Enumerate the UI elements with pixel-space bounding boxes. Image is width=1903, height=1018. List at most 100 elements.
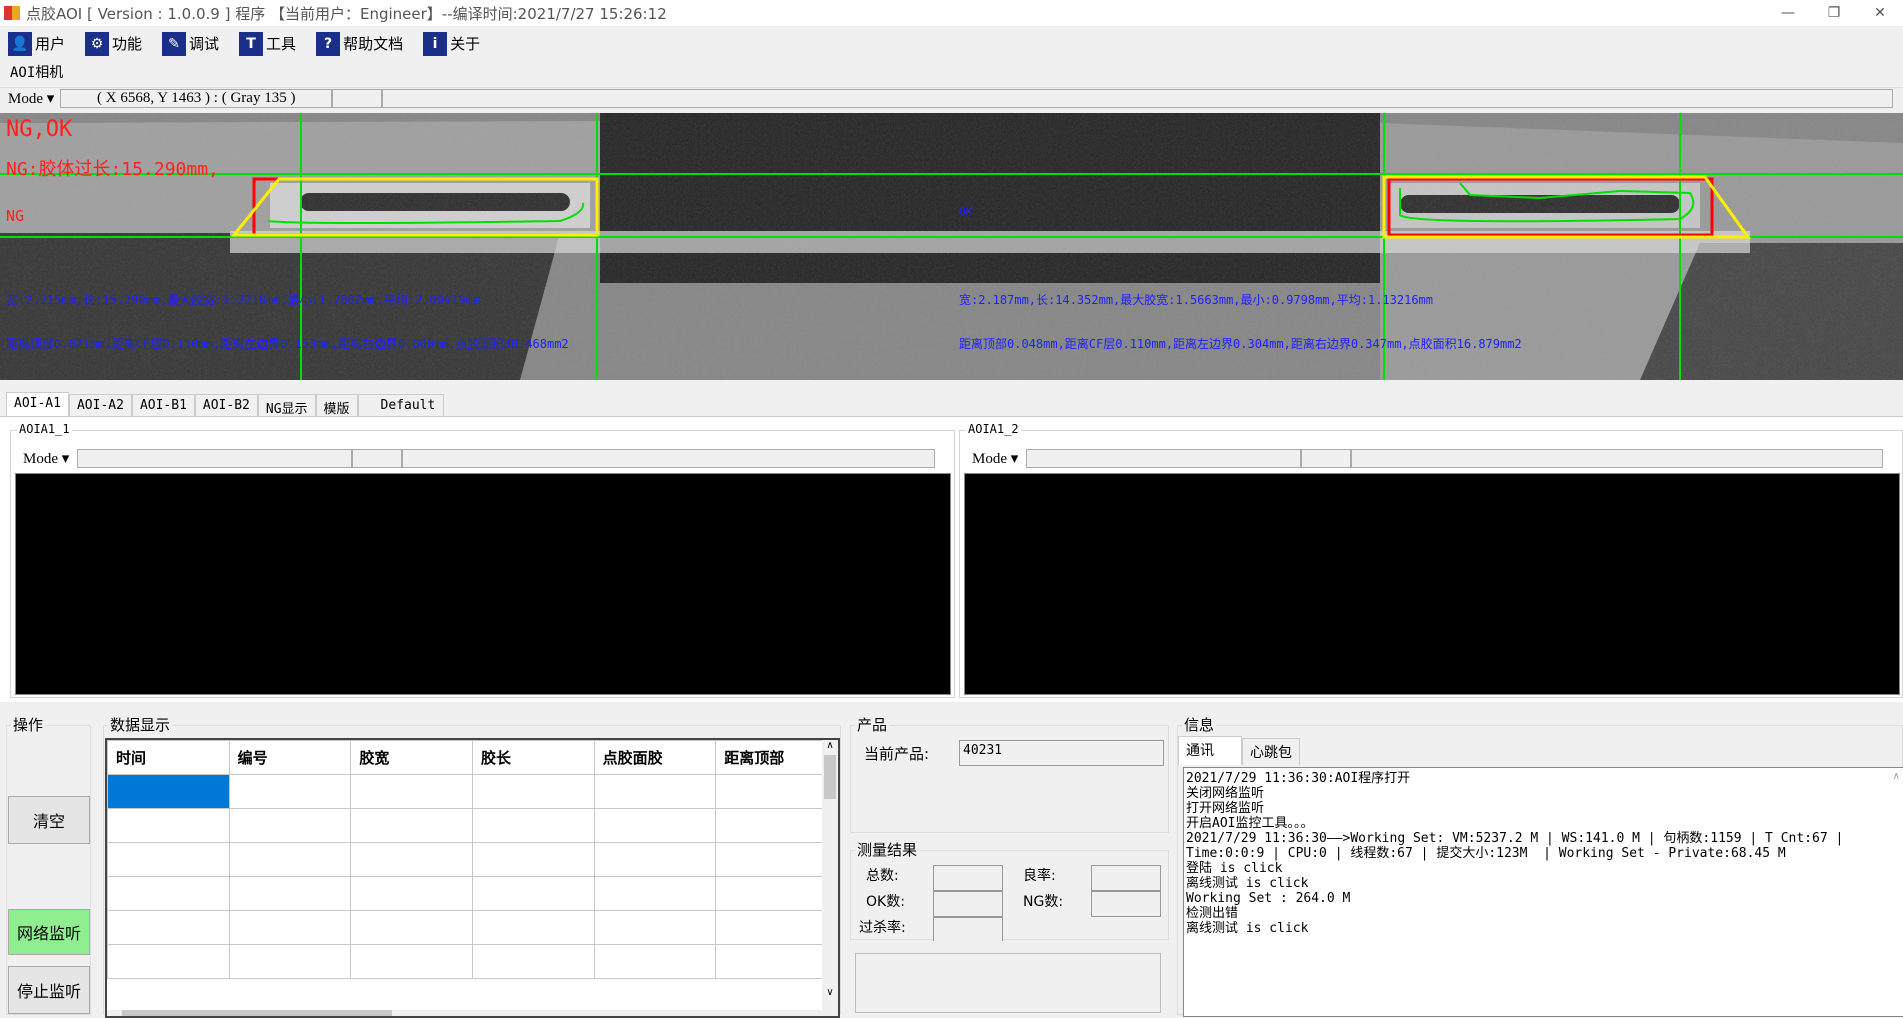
table-row[interactable] bbox=[107, 910, 838, 945]
table-cell[interactable] bbox=[715, 876, 838, 911]
table-cell[interactable] bbox=[593, 774, 717, 809]
table-cell[interactable] bbox=[107, 944, 230, 979]
table-cell[interactable] bbox=[350, 774, 473, 809]
table-cell[interactable] bbox=[471, 910, 595, 945]
tab-aoi-a1[interactable]: AOI-A1 bbox=[6, 392, 69, 416]
scroll-up-icon[interactable]: ∧ bbox=[826, 740, 834, 751]
horizontal-scrollbar[interactable] bbox=[107, 1010, 826, 1016]
table-cell[interactable] bbox=[715, 910, 838, 945]
table-cell[interactable] bbox=[228, 944, 352, 979]
table-cell[interactable] bbox=[471, 944, 595, 979]
stop-listen-button[interactable]: 停止监听 bbox=[8, 966, 90, 1014]
image-view-2[interactable] bbox=[964, 473, 1900, 695]
tab-aoi-b2[interactable]: AOI-B2 bbox=[194, 394, 258, 416]
column-header[interactable]: 距离顶部 bbox=[715, 740, 838, 775]
status-panel bbox=[855, 953, 1161, 1013]
table-cell[interactable] bbox=[593, 876, 717, 911]
table-cell[interactable] bbox=[228, 808, 352, 843]
tab-aoi-b1[interactable]: AOI-B1 bbox=[131, 394, 195, 416]
table-cell[interactable] bbox=[715, 944, 838, 979]
table-cell[interactable] bbox=[228, 910, 352, 945]
vertical-scrollbar[interactable]: ∧ ∨ bbox=[822, 740, 838, 1016]
table-cell[interactable] bbox=[350, 944, 473, 979]
log-textbox[interactable]: 2021/7/29 11:36:30:AOI程序打开 关闭网络监听 打开网络监听 开启… bbox=[1183, 767, 1903, 1017]
yield-field bbox=[1091, 865, 1161, 891]
table-cell[interactable] bbox=[471, 876, 595, 911]
tab-default[interactable]: Default bbox=[357, 394, 445, 416]
mode-dropdown[interactable]: Mode ▾ bbox=[972, 450, 1019, 467]
view-field-2 bbox=[1301, 448, 1351, 468]
table-cell[interactable] bbox=[593, 910, 717, 945]
toolbar-label: 工具 bbox=[266, 35, 297, 53]
table-cell[interactable] bbox=[107, 910, 230, 945]
mode-dropdown[interactable]: Mode ▾ bbox=[23, 450, 70, 467]
operations-group: 操作 清空 网络监听 停止监听 bbox=[6, 714, 91, 1015]
column-header[interactable]: 编号 bbox=[228, 740, 352, 775]
tab-ng显示[interactable]: NG显示 bbox=[257, 394, 316, 417]
scroll-down-icon[interactable]: ∨ bbox=[826, 987, 834, 998]
network-listen-button[interactable]: 网络监听 bbox=[8, 909, 90, 955]
column-header[interactable]: 胶宽 bbox=[350, 740, 473, 775]
column-header[interactable]: 时间 bbox=[107, 740, 230, 775]
table-cell[interactable] bbox=[350, 842, 473, 877]
hscroll-thumb[interactable] bbox=[122, 1010, 392, 1016]
left-roi bbox=[230, 177, 599, 237]
total-label: 总数: bbox=[866, 868, 899, 884]
tab-aoi-a2[interactable]: AOI-A2 bbox=[68, 394, 132, 416]
table-row[interactable] bbox=[107, 944, 838, 979]
data-grid[interactable]: 时间 编号 胶宽 胶长 点胶面胶 距离顶部 ∧ ∨ bbox=[105, 738, 840, 1018]
scroll-thumb[interactable] bbox=[824, 755, 836, 799]
table-row[interactable] bbox=[107, 876, 838, 911]
table-cell[interactable] bbox=[228, 774, 352, 809]
camera-image[interactable]: NG,OK NG:胶体过长:15.290mm, NG OK 宽:2.215mm,… bbox=[0, 113, 1903, 380]
table-cell[interactable] bbox=[593, 808, 717, 843]
tab-communication[interactable]: 通讯 bbox=[1178, 736, 1242, 765]
toolbar-debug-button[interactable]: ✎ 调试 bbox=[162, 31, 219, 56]
table-cell[interactable] bbox=[107, 842, 230, 877]
table-cell[interactable] bbox=[228, 842, 352, 877]
scroll-up-icon[interactable]: ∧ bbox=[1892, 771, 1900, 782]
table-cell[interactable] bbox=[107, 876, 230, 911]
restore-button[interactable]: ❐ bbox=[1827, 5, 1841, 21]
column-header[interactable]: 点胶面胶 bbox=[593, 740, 717, 775]
toolbar-hammer-button[interactable]: T 工具 bbox=[239, 31, 297, 56]
toolbar-gear-button[interactable]: ⚙ 功能 bbox=[85, 31, 142, 56]
table-cell[interactable] bbox=[350, 910, 473, 945]
table-cell[interactable] bbox=[593, 842, 717, 877]
log-line: 离线测试 is click bbox=[1186, 876, 1309, 891]
overlay-left-line2: 距离顶部0.021mm,距离CF层0.110mm,距离左边界0.153mm,距离… bbox=[6, 336, 569, 351]
info-tabs: 通讯 心跳包 bbox=[1178, 736, 1300, 765]
table-cell[interactable] bbox=[715, 774, 838, 809]
gear-icon: ⚙ bbox=[85, 31, 110, 56]
table-cell[interactable] bbox=[471, 808, 595, 843]
table-cell[interactable] bbox=[715, 842, 838, 877]
toolbar-help-button[interactable]: ? 帮助文档 bbox=[316, 31, 403, 56]
current-product-field[interactable]: 40231 bbox=[959, 740, 1164, 766]
tab-heartbeat[interactable]: 心跳包 bbox=[1242, 738, 1300, 765]
table-cell[interactable] bbox=[228, 876, 352, 911]
table-cell[interactable] bbox=[107, 774, 230, 809]
table-cell[interactable] bbox=[471, 774, 595, 809]
table-cell[interactable] bbox=[107, 808, 230, 843]
table-row[interactable] bbox=[107, 774, 838, 809]
minimize-button[interactable]: — bbox=[1781, 5, 1795, 21]
table-cell[interactable] bbox=[350, 808, 473, 843]
toolbar-info-button[interactable]: i 关于 bbox=[423, 31, 480, 56]
data-display-title: 数据显示 bbox=[108, 714, 173, 735]
table-cell[interactable] bbox=[350, 876, 473, 911]
clear-button[interactable]: 清空 bbox=[8, 796, 90, 844]
image-view-1[interactable] bbox=[15, 473, 951, 695]
column-header[interactable]: 胶长 bbox=[471, 740, 595, 775]
tab-模版[interactable]: 模版 bbox=[315, 394, 358, 417]
table-cell[interactable] bbox=[715, 808, 838, 843]
close-button[interactable]: ✕ bbox=[1874, 5, 1886, 21]
table-cell[interactable] bbox=[593, 944, 717, 979]
table-row[interactable] bbox=[107, 842, 838, 877]
mode-dropdown[interactable]: Mode ▾ bbox=[8, 91, 55, 107]
toolbar-users-button[interactable]: 👤 用户 bbox=[8, 31, 65, 56]
operations-title: 操作 bbox=[11, 714, 46, 735]
view-title: AOIA1_1 bbox=[17, 422, 72, 436]
table-row[interactable] bbox=[107, 808, 838, 843]
table-cell[interactable] bbox=[471, 842, 595, 877]
mode-label: Mode bbox=[23, 450, 58, 467]
